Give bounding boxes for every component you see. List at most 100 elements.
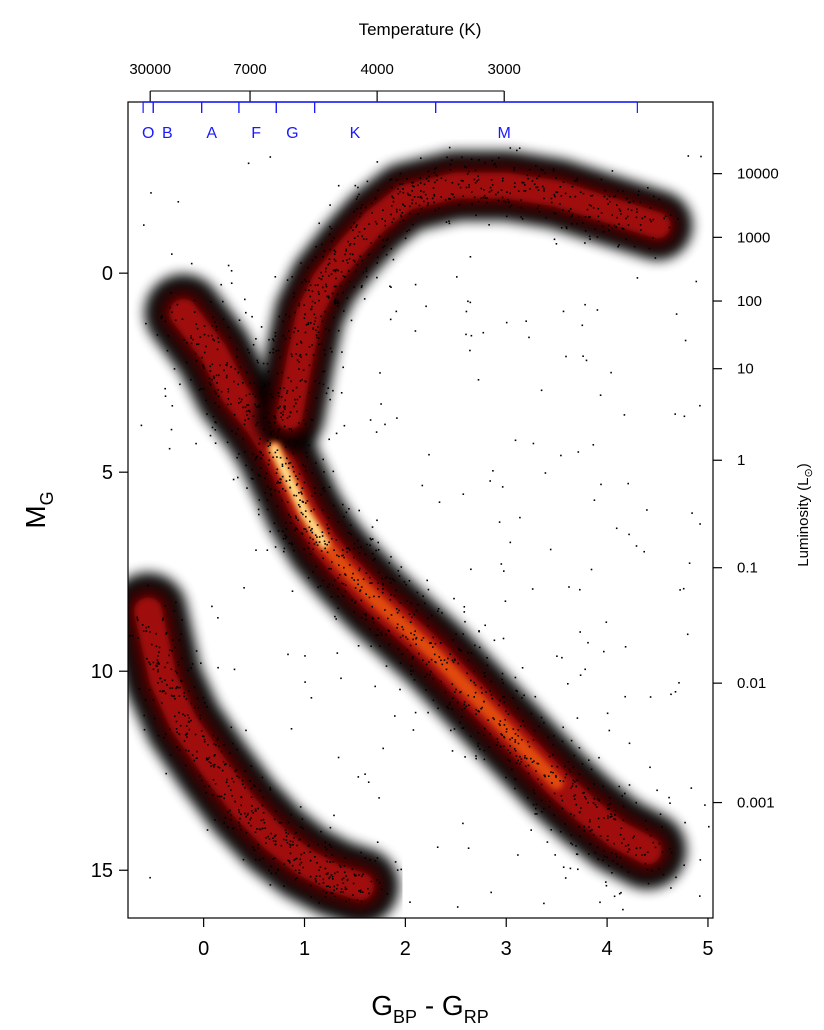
star-point xyxy=(300,511,303,514)
star-point xyxy=(253,382,255,384)
star-point xyxy=(390,247,393,250)
star-point xyxy=(377,617,380,619)
star-point xyxy=(600,212,603,214)
star-point xyxy=(548,755,551,758)
star-point xyxy=(291,542,293,545)
star-point xyxy=(212,779,215,781)
star-point xyxy=(395,608,398,610)
star-point xyxy=(277,407,280,410)
star-point xyxy=(560,795,563,797)
star-point xyxy=(699,523,701,525)
star-point xyxy=(297,519,299,521)
star-point xyxy=(635,847,638,850)
star-point xyxy=(171,639,174,641)
star-point xyxy=(284,337,287,340)
star-point xyxy=(312,571,314,573)
star-point xyxy=(260,451,262,454)
star-point xyxy=(463,703,466,706)
star-point xyxy=(214,321,216,323)
star-point xyxy=(145,322,147,325)
star-point xyxy=(281,465,284,467)
star-point xyxy=(524,184,526,186)
star-point xyxy=(296,398,299,401)
star-point xyxy=(546,841,549,843)
star-point xyxy=(588,843,591,846)
star-point xyxy=(528,336,530,339)
star-point xyxy=(294,529,296,531)
star-point xyxy=(197,343,200,345)
star-point xyxy=(526,174,529,177)
star-point xyxy=(570,739,573,742)
star-point xyxy=(458,649,461,651)
star-point xyxy=(469,735,472,738)
star-point xyxy=(318,299,320,302)
star-point xyxy=(545,216,547,219)
star-point xyxy=(600,483,602,486)
star-point xyxy=(301,818,304,820)
star-point xyxy=(314,487,316,489)
star-point xyxy=(351,577,353,579)
star-point xyxy=(231,795,233,797)
star-point xyxy=(451,659,454,662)
star-point xyxy=(272,858,274,860)
star-point xyxy=(544,775,546,778)
star-point xyxy=(432,187,435,189)
star-point xyxy=(590,768,593,771)
star-point xyxy=(223,797,225,800)
star-point xyxy=(286,392,288,394)
star-point xyxy=(387,617,389,620)
star-point xyxy=(143,714,145,717)
star-point xyxy=(514,787,516,790)
star-point xyxy=(365,238,368,241)
star-point xyxy=(234,770,236,773)
star-point xyxy=(278,821,281,824)
star-point xyxy=(396,611,399,614)
star-point xyxy=(402,219,405,222)
star-point xyxy=(562,209,564,211)
star-point xyxy=(236,748,238,751)
star-point xyxy=(571,185,574,188)
star-point xyxy=(353,260,356,263)
star-point xyxy=(220,390,223,393)
star-point xyxy=(292,389,294,392)
star-point xyxy=(432,699,435,702)
star-point xyxy=(326,523,328,526)
star-point xyxy=(260,326,263,328)
star-point xyxy=(555,776,557,778)
star-point xyxy=(463,606,466,608)
star-point xyxy=(695,280,698,283)
star-point xyxy=(362,271,365,274)
star-point xyxy=(708,825,710,828)
star-point xyxy=(329,225,331,228)
star-point xyxy=(355,600,357,603)
star-point xyxy=(354,874,356,877)
star-point xyxy=(616,204,618,206)
star-point xyxy=(331,292,334,295)
star-point xyxy=(383,245,386,247)
star-point xyxy=(298,492,300,494)
star-point xyxy=(317,326,319,328)
star-point xyxy=(597,207,600,210)
star-point xyxy=(211,325,213,327)
star-point xyxy=(237,476,239,479)
star-point xyxy=(211,378,213,381)
star-point xyxy=(257,807,260,810)
star-point xyxy=(327,295,330,298)
star-point xyxy=(392,218,395,220)
star-point xyxy=(474,182,477,184)
density-layer xyxy=(128,150,693,918)
star-point xyxy=(324,841,327,844)
star-point xyxy=(353,579,355,581)
star-point xyxy=(320,830,322,833)
star-point xyxy=(411,185,414,187)
star-point xyxy=(143,728,146,731)
star-point xyxy=(141,624,144,626)
star-point xyxy=(272,456,274,459)
star-point xyxy=(483,749,486,752)
star-point xyxy=(314,317,317,319)
star-point xyxy=(609,200,611,203)
star-point xyxy=(315,397,318,399)
star-point xyxy=(308,526,311,529)
star-point xyxy=(231,430,233,432)
